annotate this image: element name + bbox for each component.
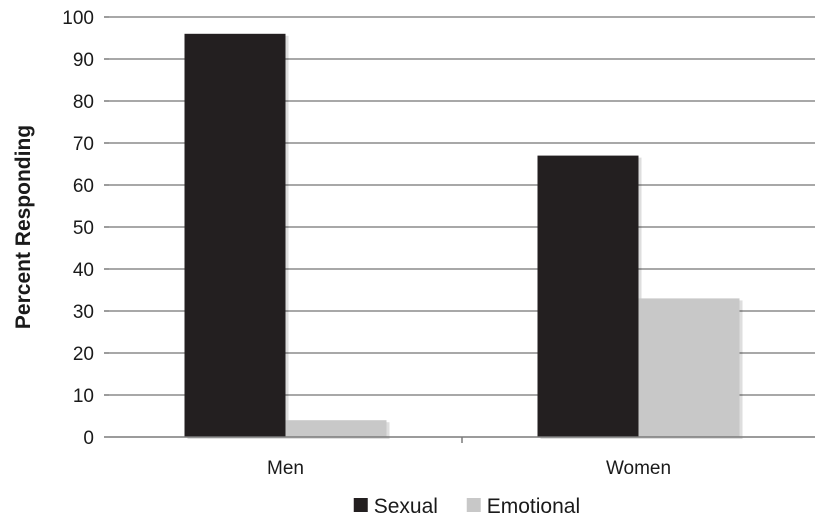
x-tick-label: Men <box>267 458 304 479</box>
y-tick-label: 70 <box>73 134 94 155</box>
y-tick-label: 50 <box>73 218 94 239</box>
legend-label-emotional: Emotional <box>487 495 580 518</box>
y-tick-label: 90 <box>73 50 94 71</box>
y-tick-label: 0 <box>83 428 94 449</box>
bar-emotional-men <box>285 420 387 437</box>
legend-label-sexual: Sexual <box>374 495 438 518</box>
y-tick-label: 80 <box>73 92 94 113</box>
x-tick-labels: Men Women <box>267 458 671 479</box>
legend-swatch-emotional <box>466 498 481 512</box>
legend-swatch-sexual <box>353 498 368 512</box>
y-tick-label: 60 <box>73 176 94 197</box>
bar-emotional-women <box>638 298 740 437</box>
y-tick-label: 20 <box>73 344 94 365</box>
y-tick-label: 100 <box>62 8 94 29</box>
y-tick-labels: 0 10 20 30 40 50 60 70 80 90 100 <box>62 8 94 449</box>
y-axis-title: Percent Responding <box>12 125 35 329</box>
y-tick-label: 40 <box>73 260 94 281</box>
y-tick-label: 10 <box>73 386 94 407</box>
y-tick-label: 30 <box>73 302 94 323</box>
bar-sexual-women <box>537 155 639 437</box>
axes <box>104 16 815 443</box>
x-tick-label: Women <box>606 458 671 479</box>
bars <box>184 33 743 440</box>
legend: Sexual Emotional <box>353 495 580 518</box>
bar-sexual-men <box>184 33 286 438</box>
